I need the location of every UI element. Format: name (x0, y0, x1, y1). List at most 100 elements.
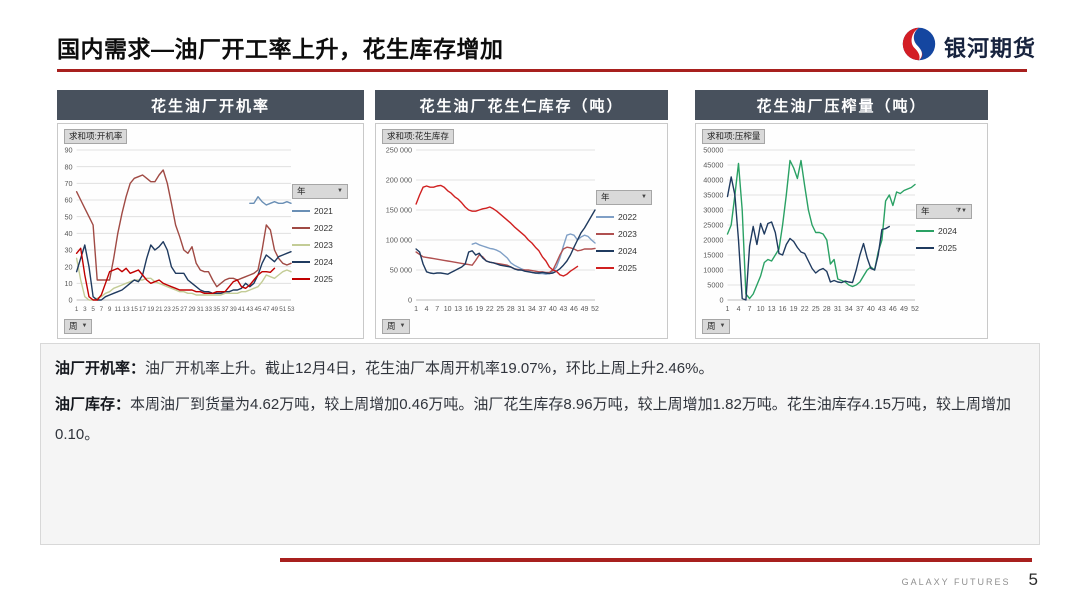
year-filter-button[interactable]: 年 ▼ (596, 190, 652, 205)
x-tick-label: 7 (748, 306, 752, 313)
summary-lead: 油厂开机率： (55, 360, 146, 377)
legend-swatch-2022 (292, 227, 310, 229)
week-axis-button[interactable]: 周 ▼ (382, 319, 411, 334)
x-tick-label: 17 (139, 306, 147, 313)
legend-swatch-2024 (292, 261, 310, 263)
y-tick-label: 50 000 (390, 266, 412, 275)
x-tick-label: 22 (486, 306, 494, 313)
y-tick-label: 90 (64, 146, 72, 155)
legend-swatch-2021 (292, 210, 310, 212)
legend-item: 2021 (292, 206, 358, 216)
series-line-2024 (415, 209, 596, 275)
y-tick-label: 50000 (703, 146, 723, 155)
week-axis-button[interactable]: 周 ▼ (702, 319, 731, 334)
legend-label: 2024 (618, 246, 637, 256)
y-tick-label: 60 (64, 196, 72, 205)
x-tick-label: 28 (507, 306, 515, 313)
series-line-2025 (415, 184, 579, 277)
chart-title: 花生油厂压榨量（吨） (695, 90, 988, 120)
summary-text-box: 油厂开机率：油厂开机率上升。截止12月4日，花生油厂本周开机率19.07%，环比… (40, 343, 1040, 545)
summary-paragraph-operating-rate: 油厂开机率：油厂开机率上升。截止12月4日，花生油厂本周开机率19.07%，环比… (55, 354, 1025, 383)
title-underline (57, 69, 1027, 72)
chart-panel-operating-rate: 花生油厂开机率 0 10 20 30 40 50 60 70 80 90 1 3 5 7 9 11 13 15 17… (57, 90, 364, 339)
chart-legend: 年 ▼ 2022 2023 2024 2025 (596, 190, 662, 280)
x-tick-label: 33 (205, 306, 213, 313)
x-tick-label: 16 (465, 306, 473, 313)
page-title: 国内需求—油厂开工率上升，花生库存增加 (57, 36, 504, 62)
y-tick-label: 0 (719, 296, 723, 305)
x-tick-label: 37 (856, 306, 864, 313)
chevron-down-icon: ▼ (81, 323, 88, 329)
x-tick-label: 1 (414, 306, 418, 313)
series-line-2025 (75, 247, 276, 301)
legend-items: 2024 2025 (916, 226, 982, 253)
legend-label: 2023 (314, 240, 333, 250)
legend-label: 2024 (314, 257, 333, 267)
x-tick-label: 39 (230, 306, 238, 313)
x-tick-label: 46 (889, 306, 897, 313)
x-tick-label: 19 (147, 306, 155, 313)
chart-area: 0 10 20 30 40 50 60 70 80 90 1 3 5 7 9 11 13 15 17 19 21 23 25… (58, 124, 363, 338)
series-line-2024 (726, 159, 916, 300)
galaxy-swirl-icon (901, 26, 937, 67)
logo-text: 银河期货 (943, 35, 1036, 61)
legend-swatch-2025 (596, 267, 614, 269)
y-tick-label: 40 (64, 229, 72, 238)
x-tick-label: 22 (801, 306, 809, 313)
x-tick-label: 11 (115, 306, 122, 313)
legend-item: 2024 (916, 226, 982, 236)
week-axis-button[interactable]: 周 ▼ (64, 319, 93, 334)
x-tick-label: 25 (496, 306, 504, 313)
legend-label: 2021 (314, 206, 333, 216)
pivot-chart-operating-rate: 0 10 20 30 40 50 60 70 80 90 1 3 5 7 9 11 13 15 17 19 21 23 25… (57, 123, 364, 339)
year-filter-button[interactable]: 年 ▼ (292, 184, 348, 199)
legend-label: 2022 (314, 223, 333, 233)
pivot-field-label: 求和项:开机率 (69, 131, 123, 141)
legend-item: 2023 (596, 229, 662, 239)
y-tick-label: 80 (64, 162, 72, 171)
x-tick-label: 23 (164, 306, 172, 313)
legend-items: 2022 2023 2024 2025 (596, 212, 662, 273)
x-tick-label: 15 (131, 306, 139, 313)
x-tick-label: 4 (737, 306, 741, 313)
y-tick-label: 10000 (703, 266, 723, 275)
x-tick-label: 3 (83, 306, 87, 313)
company-logo: 银河期货 (901, 26, 1036, 67)
y-tick-label: 100 000 (386, 236, 412, 245)
legend-item: 2022 (596, 212, 662, 222)
filter-funnel-icon: ⧩▼ (955, 208, 967, 214)
legend-item: 2024 (292, 257, 358, 267)
y-tick-label: 0 (69, 296, 73, 305)
legend-item: 2025 (596, 263, 662, 273)
week-axis-label: 周 (387, 321, 396, 331)
chart-legend: 年 ⧩▼ 2024 2025 (916, 204, 982, 260)
y-tick-label: 10 (64, 279, 72, 288)
x-tick-label: 35 (213, 306, 221, 313)
year-filter-button[interactable]: 年 ⧩▼ (916, 204, 972, 219)
y-tick-label: 20 (64, 262, 72, 271)
x-tick-label: 51 (279, 306, 287, 313)
year-filter-label: 年 (921, 206, 930, 216)
x-tick-label: 4 (425, 306, 429, 313)
chevron-down-icon: ▼ (641, 194, 647, 200)
pivot-field-button[interactable]: 求和项:花生库存 (382, 129, 454, 144)
x-tick-label: 25 (172, 306, 180, 313)
x-tick-label: 13 (768, 306, 776, 313)
chart-legend: 年 ▼ 2021 2022 2023 2024 2025 (292, 184, 358, 291)
x-tick-label: 45 (255, 306, 263, 313)
x-tick-label: 19 (475, 306, 483, 313)
pivot-chart-crush-volume: 0 5000 10000 15000 20000 25000 30000 35000 40000… (695, 123, 988, 339)
pivot-field-button[interactable]: 求和项:压榨量 (702, 129, 766, 144)
chart-canvas: 0 5000 10000 15000 20000 25000 30000 35000 40000… (703, 146, 919, 313)
x-tick-label: 7 (435, 306, 439, 313)
pivot-field-button[interactable]: 求和项:开机率 (64, 129, 128, 144)
x-tick-label: 49 (900, 306, 908, 313)
y-tick-label: 20000 (703, 236, 723, 245)
legend-item: 2023 (292, 240, 358, 250)
series-line-2025 (726, 176, 891, 301)
x-tick-label: 27 (180, 306, 188, 313)
legend-item: 2025 (292, 274, 358, 284)
chevron-down-icon: ▼ (337, 188, 343, 194)
legend-label: 2025 (938, 243, 957, 253)
x-tick-label: 31 (834, 306, 842, 313)
